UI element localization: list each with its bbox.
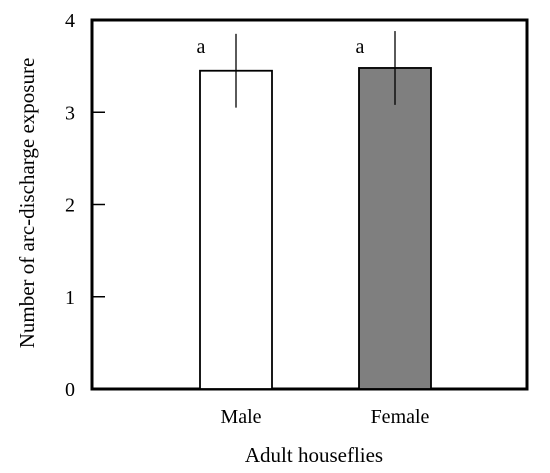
significance-label: a	[356, 36, 365, 58]
y-tick-label: 2	[65, 195, 75, 217]
significance-label: a	[197, 36, 206, 58]
y-tick-label: 0	[65, 379, 75, 401]
x-axis-label: Adult houseflies	[245, 443, 383, 467]
plot-frame	[90, 18, 529, 391]
y-tick-label: 4	[65, 10, 75, 32]
bar-female	[358, 67, 432, 390]
x-tick-label: Female	[371, 406, 430, 428]
x-tick-label: Male	[220, 406, 261, 428]
bar-male	[199, 69, 273, 390]
y-tick-label: 3	[65, 102, 75, 124]
y-tick-label: 1	[65, 287, 75, 309]
y-axis-label: Number of arc-discharge exposure	[15, 58, 39, 349]
